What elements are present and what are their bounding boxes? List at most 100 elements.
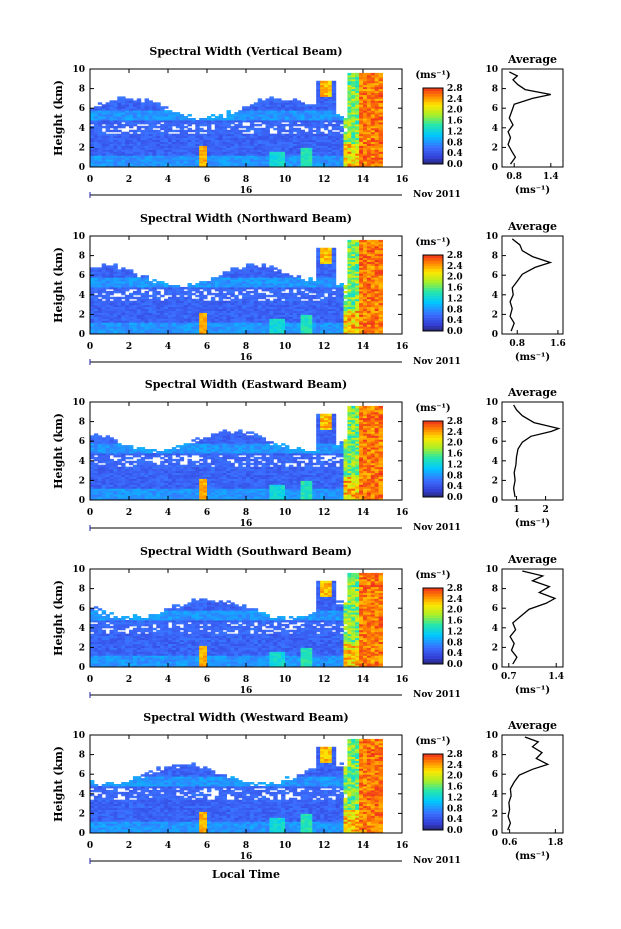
- heatmap-cell: [296, 123, 302, 127]
- heatmap-cell: [285, 147, 290, 150]
- heatmap-cell: [339, 133, 344, 137]
- heatmap-cell: [343, 159, 348, 162]
- heatmap-cell: [171, 165, 177, 168]
- heatmap-cell: [195, 163, 200, 166]
- heatmap-cell: [265, 127, 270, 131]
- heatmap-cell: [261, 127, 266, 131]
- heatmap-cell: [281, 273, 286, 276]
- heatmap-cell: [90, 159, 95, 162]
- heatmap-cell: [129, 112, 134, 115]
- heatmap-cell: [355, 102, 360, 105]
- heatmap-cell: [308, 151, 313, 154]
- heatmap-cell: [136, 165, 142, 168]
- heatmap-cell: [129, 279, 134, 282]
- heatmap-cell: [304, 151, 309, 154]
- heatmap-cell: [277, 139, 282, 143]
- heatmap-cell: [230, 161, 235, 164]
- heatmap-cell: [218, 121, 224, 125]
- heatmap-cell: [257, 108, 263, 111]
- heatmap-cell: [327, 129, 333, 133]
- heatmap-cell: [253, 143, 259, 146]
- heatmap-cell: [339, 159, 344, 162]
- heatmap-cell: [296, 143, 302, 146]
- heatmap-cell: [230, 143, 235, 146]
- heatmap-cell: [117, 143, 122, 146]
- heatmap-cell: [132, 153, 138, 156]
- heatmap-cell: [222, 135, 227, 139]
- heatmap-cell: [222, 159, 227, 162]
- heatmap-cell: [347, 133, 352, 137]
- heatmap-cell: [121, 326, 126, 329]
- heatmap-cell: [320, 112, 325, 115]
- heatmap-cell: [246, 118, 251, 121]
- heatmap-cell: [292, 161, 298, 164]
- heatmap-cell: [90, 290, 95, 294]
- heatmap-cell: [363, 137, 368, 141]
- heatmap-cell: [113, 112, 118, 115]
- heatmap-cell: [101, 320, 107, 323]
- heatmap-cell: [156, 290, 161, 294]
- heatmap-cell: [121, 281, 126, 284]
- heatmap-cell: [183, 118, 188, 121]
- heatmap-cell: [308, 108, 313, 111]
- heatmap-cell: [136, 283, 142, 286]
- heatmap-cell: [109, 304, 114, 308]
- heatmap-cell: [234, 165, 239, 168]
- heatmap-cell: [113, 304, 118, 308]
- heatmap-cell: [281, 143, 286, 146]
- heatmap-cell: [121, 269, 126, 272]
- heatmap-cell: [324, 96, 329, 99]
- heatmap-cell: [347, 80, 352, 84]
- heatmap-cell: [97, 314, 103, 317]
- heatmap-cell: [265, 159, 270, 162]
- heatmap-cell: [265, 118, 270, 121]
- heatmap-cell: [331, 127, 337, 131]
- heatmap-cell: [199, 155, 204, 158]
- heatmap-cell: [160, 135, 165, 139]
- heatmap-cell: [132, 157, 138, 160]
- heatmap-cell: [218, 119, 224, 123]
- heatmap-cell: [324, 90, 329, 94]
- heatmap-cell: [355, 139, 360, 143]
- heatmap-cell: [222, 121, 227, 125]
- heatmap-cell: [339, 149, 344, 152]
- heatmap-cell: [296, 155, 302, 158]
- heatmap-cell: [109, 328, 114, 331]
- heatmap-cell: [230, 127, 235, 131]
- heatmap-cell: [277, 163, 282, 166]
- heatmap-cell: [320, 125, 325, 129]
- heatmap-cell: [238, 151, 243, 154]
- heatmap-cell: [312, 129, 317, 133]
- heatmap-cell: [257, 292, 263, 296]
- date-month-year: Nov 2011: [413, 190, 461, 200]
- heatmap-cell: [265, 98, 270, 101]
- heatmap-cell: [93, 285, 99, 288]
- heatmap-cell: [312, 159, 317, 162]
- heatmap-cell: [179, 159, 185, 162]
- heatmap-cell: [140, 285, 146, 288]
- heatmap-cell: [90, 300, 95, 304]
- heatmap-cell: [144, 121, 149, 125]
- heatmap-cell: [125, 316, 130, 319]
- heatmap-cell: [113, 296, 118, 300]
- heatmap-cell: [152, 143, 157, 146]
- heatmap-cell: [132, 119, 138, 123]
- heatmap-cell: [160, 281, 165, 284]
- heatmap-cell: [125, 161, 130, 164]
- heatmap-cell: [207, 141, 212, 144]
- heatmap-cell: [238, 161, 243, 164]
- heatmap-cell: [277, 145, 282, 148]
- heatmap-cell: [93, 312, 99, 315]
- heatmap-cell: [132, 163, 138, 166]
- heatmap-cell: [129, 328, 134, 331]
- heatmap-cell: [273, 98, 278, 101]
- heatmap-cell: [136, 330, 142, 333]
- heatmap-cell: [183, 116, 188, 119]
- heatmap-cell: [359, 96, 364, 99]
- heatmap-cell: [144, 322, 149, 325]
- heatmap-cell: [359, 153, 364, 156]
- heatmap-cell: [281, 153, 286, 156]
- heatmap-cell: [117, 298, 122, 302]
- heatmap-cell: [210, 157, 216, 160]
- heatmap-cell: [277, 98, 282, 101]
